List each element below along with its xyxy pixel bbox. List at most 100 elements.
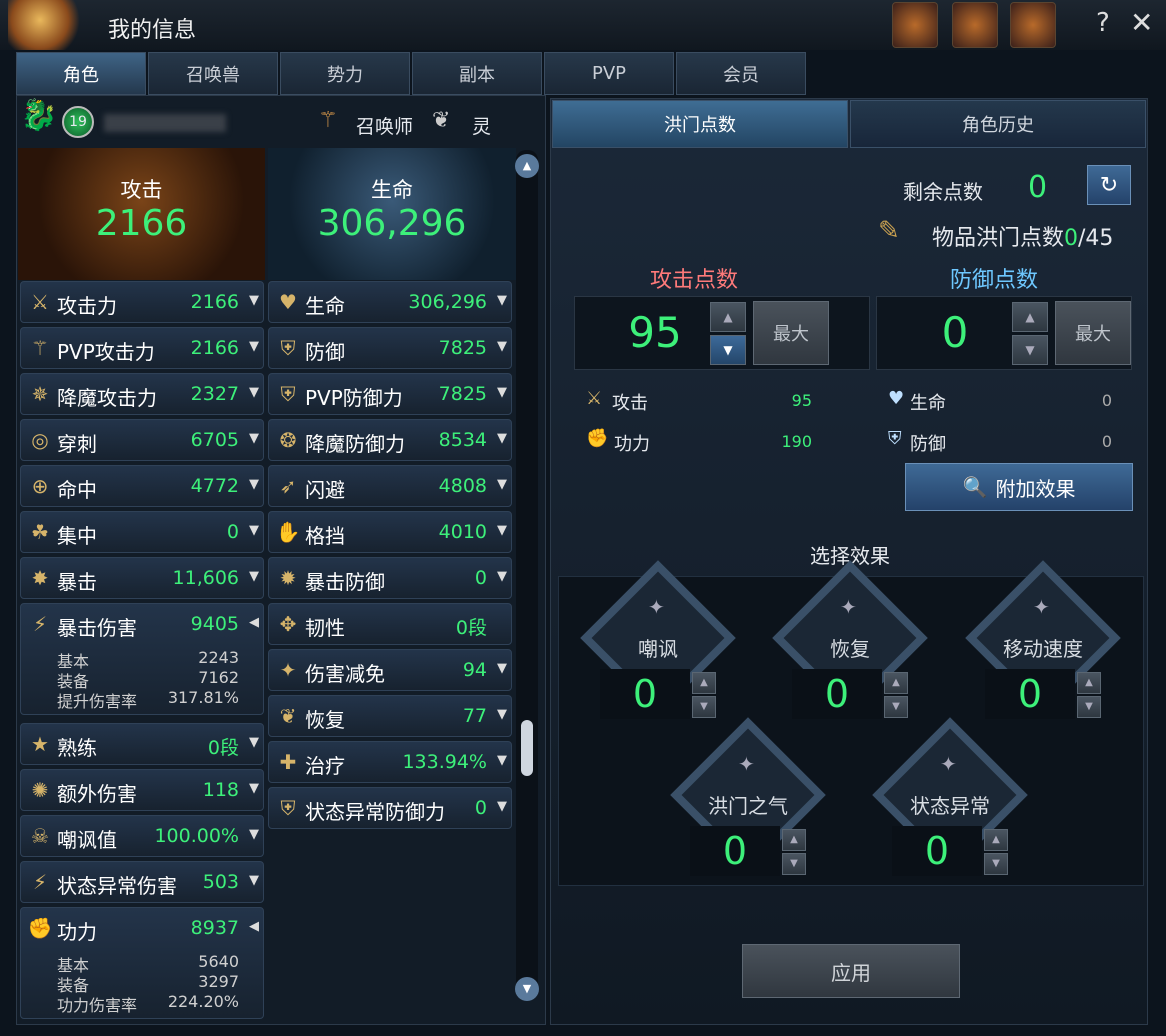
stat-label: 降魔攻击力 (57, 386, 157, 410)
expand-arrow-icon[interactable]: ▼ (497, 707, 507, 722)
expand-arrow-icon[interactable]: ▼ (497, 339, 507, 354)
attack-increase-button[interactable]: ▲ (710, 302, 746, 332)
expand-arrow-icon[interactable]: ▼ (497, 477, 507, 492)
effect-hongmen-qi-value[interactable]: 0 (690, 826, 780, 876)
stat-label: 治疗 (305, 754, 345, 778)
stat-row-stats_right-10[interactable]: ✚ 治疗 133.94% ▼ (268, 741, 512, 783)
tab-character-history[interactable]: 角色历史 (850, 100, 1146, 148)
scroll-up-button[interactable]: ▲ (515, 154, 539, 178)
stat-row-stats_right-9[interactable]: ❦ 恢复 77 ▼ (268, 695, 512, 737)
buff-icon[interactable] (892, 2, 938, 48)
effect-move-speed-value[interactable]: 0 (985, 669, 1075, 719)
remaining-points-label: 剩余点数 (903, 180, 983, 204)
stat-row-stats_left-9[interactable]: ✺ 额外伤害 118 ▼ (20, 769, 264, 811)
expand-arrow-icon[interactable]: ▼ (497, 431, 507, 446)
stat-row-stats_right-3[interactable]: ❂ 降魔防御力 8534 ▼ (268, 419, 512, 461)
expand-arrow-icon[interactable]: ◀ (249, 919, 259, 934)
expand-arrow-icon[interactable]: ▼ (497, 753, 507, 768)
close-button[interactable]: ✕ (1130, 6, 1154, 39)
expand-arrow-icon[interactable]: ▼ (497, 385, 507, 400)
effect-hongmen-qi-increase[interactable]: ▲ (782, 829, 806, 851)
stat-row-stats_right-4[interactable]: ➶ 闪避 4808 ▼ (268, 465, 512, 507)
effect-move-speed-decrease[interactable]: ▼ (1077, 696, 1101, 718)
expand-arrow-icon[interactable]: ▼ (249, 431, 259, 446)
stat-row-stats_right-6[interactable]: ✹ 暴击防御 0 ▼ (268, 557, 512, 599)
buff-icon[interactable] (952, 2, 998, 48)
stat-row-stats_left-0[interactable]: ⚔ 攻击力 2166 ▼ (20, 281, 264, 323)
expand-arrow-icon[interactable]: ▼ (249, 293, 259, 308)
stat-row-stats_left-12[interactable]: ✊ 功力 8937 ◀ 基本 5640 装备 3297 功力伤害率 224.20% (20, 907, 264, 1019)
defense-decrease-button[interactable]: ▼ (1012, 335, 1048, 365)
buff-icon[interactable] (1010, 2, 1056, 48)
tab-hongmen-points[interactable]: 洪门点数 (552, 100, 848, 148)
stat-row-stats_right-1[interactable]: ⛨ 防御 7825 ▼ (268, 327, 512, 369)
expand-arrow-icon[interactable]: ◀ (249, 615, 259, 630)
expand-arrow-icon[interactable]: ▼ (249, 735, 259, 750)
stat-row-stats_left-3[interactable]: ◎ 穿刺 6705 ▼ (20, 419, 264, 461)
effect-taunt-value[interactable]: 0 (600, 669, 690, 719)
stat-row-stats_left-7[interactable]: ⚡ 暴击伤害 9405 ◀ 基本 2243 装备 7162 提升伤害率 317.81% (20, 603, 264, 715)
tab-3[interactable]: 副本 (412, 52, 542, 95)
effect-recovery-increase[interactable]: ▲ (884, 672, 908, 694)
expand-arrow-icon[interactable]: ▼ (249, 781, 259, 796)
expand-arrow-icon[interactable]: ▼ (497, 523, 507, 538)
expand-arrow-icon[interactable]: ▼ (249, 385, 259, 400)
expand-arrow-icon[interactable]: ▼ (249, 827, 259, 842)
defense-increase-button[interactable]: ▲ (1012, 302, 1048, 332)
stat-row-stats_left-8[interactable]: ★ 熟练 0段 ▼ (20, 723, 264, 765)
effect-taunt-decrease[interactable]: ▼ (692, 696, 716, 718)
effect-recovery-decrease[interactable]: ▼ (884, 696, 908, 718)
effect-status-effect-value[interactable]: 0 (892, 826, 982, 876)
stat-row-stats_left-10[interactable]: ☠ 嘲讽值 100.00% ▼ (20, 815, 264, 857)
stat-row-stats_right-0[interactable]: ♥ 生命 306,296 ▼ (268, 281, 512, 323)
stat-row-stats_left-5[interactable]: ☘ 集中 0 ▼ (20, 511, 264, 553)
heart-icon: ♥ (279, 290, 297, 314)
extra-effect-button[interactable]: 🔍 附加效果 (905, 463, 1133, 511)
tab-5[interactable]: 会员 (676, 52, 806, 95)
expand-arrow-icon[interactable]: ▼ (249, 569, 259, 584)
attack-decrease-button[interactable]: ▼ (710, 335, 746, 365)
stat-row-stats_left-2[interactable]: ✵ 降魔攻击力 2327 ▼ (20, 373, 264, 415)
tab-4[interactable]: PVP (544, 52, 674, 95)
stat-row-stats_left-4[interactable]: ⊕ 命中 4772 ▼ (20, 465, 264, 507)
tab-2[interactable]: 势力 (280, 52, 410, 95)
effect-status-effect-increase[interactable]: ▲ (984, 829, 1008, 851)
expand-arrow-icon[interactable]: ▼ (249, 477, 259, 492)
defense-points-value[interactable]: 0 (941, 308, 969, 357)
stat-value: 8937 (190, 917, 239, 939)
effect-taunt-increase[interactable]: ▲ (692, 672, 716, 694)
stat-row-stats_right-11[interactable]: ⛨ 状态异常防御力 0 ▼ (268, 787, 512, 829)
expand-arrow-icon[interactable]: ▼ (497, 569, 507, 584)
expand-arrow-icon[interactable]: ▼ (497, 293, 507, 308)
stat-row-stats_left-6[interactable]: ✸ 暴击 11,606 ▼ (20, 557, 264, 599)
stat-row-stats_left-11[interactable]: ⚡ 状态异常伤害 503 ▼ (20, 861, 264, 903)
stat-row-stats_right-8[interactable]: ✦ 伤害减免 94 ▼ (268, 649, 512, 691)
apply-button[interactable]: 应用 (742, 944, 960, 998)
attack-max-button[interactable]: 最大 (753, 301, 829, 365)
attack-points-value[interactable]: 95 (628, 308, 682, 357)
defense-max-button[interactable]: 最大 (1055, 301, 1131, 365)
tab-0[interactable]: 角色 (16, 52, 146, 95)
effect-move-speed-increase[interactable]: ▲ (1077, 672, 1101, 694)
expand-arrow-icon[interactable]: ▼ (497, 661, 507, 676)
effect-recovery-value[interactable]: 0 (792, 669, 882, 719)
scrollbar[interactable] (516, 150, 538, 1000)
stat-row-stats_left-1[interactable]: ⚚ PVP攻击力 2166 ▼ (20, 327, 264, 369)
stat-row-stats_right-5[interactable]: ✋ 格挡 4010 ▼ (268, 511, 512, 553)
stat-detail-row: 基本 5640 (57, 952, 239, 976)
help-button[interactable]: ? (1096, 8, 1110, 38)
expand-arrow-icon[interactable]: ▼ (249, 873, 259, 888)
stat-label: 命中 (57, 478, 97, 502)
tab-1[interactable]: 召唤兽 (148, 52, 278, 95)
effect-status-effect-decrease[interactable]: ▼ (984, 853, 1008, 875)
stat-row-stats_right-2[interactable]: ⛨ PVP防御力 7825 ▼ (268, 373, 512, 415)
expand-arrow-icon[interactable]: ▼ (497, 799, 507, 814)
stat-row-stats_right-7[interactable]: ✥ 韧性 0段 (268, 603, 512, 645)
expand-arrow-icon[interactable]: ▼ (249, 339, 259, 354)
scrollbar-thumb[interactable] (521, 720, 533, 776)
expand-arrow-icon[interactable]: ▼ (249, 523, 259, 538)
scroll-down-button[interactable]: ▼ (515, 977, 539, 1001)
reset-button[interactable]: ↻ (1087, 165, 1131, 205)
effect-status-effect-label: 状态异常 (910, 794, 990, 818)
effect-hongmen-qi-decrease[interactable]: ▼ (782, 853, 806, 875)
